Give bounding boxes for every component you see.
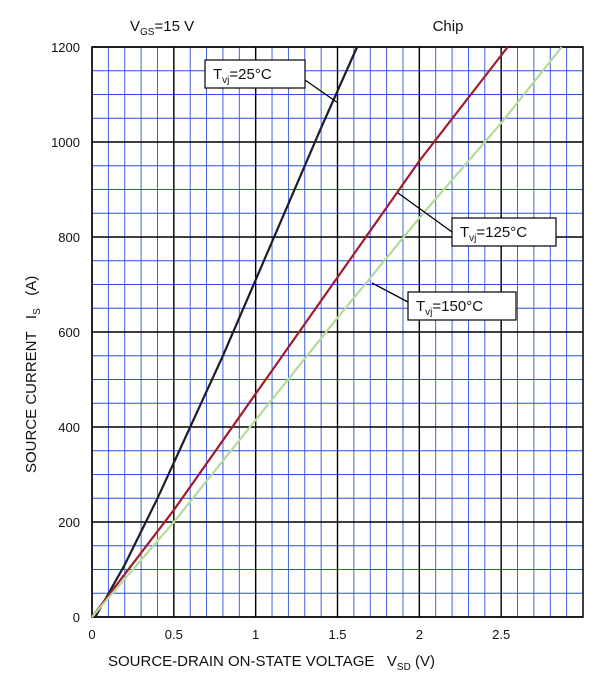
- y-axis-title-main: SOURCE CURRENT I: [23, 315, 40, 473]
- curve: [94, 46, 359, 618]
- series-label-main: T: [416, 298, 425, 315]
- curves: [91, 46, 563, 618]
- x-tick-label: 0: [88, 627, 95, 642]
- annotation-box: [204, 59, 306, 89]
- header-left-sub: GS: [140, 27, 155, 38]
- x-tick-label: 0.5: [165, 627, 183, 642]
- curve: [91, 46, 509, 618]
- series-label-main: T: [460, 224, 469, 241]
- series-label-rest: =125°C: [476, 224, 527, 241]
- x-tick-label: 1: [252, 627, 259, 642]
- series-label-sub: vj: [425, 307, 432, 318]
- x-tick-label: 2.5: [492, 627, 510, 642]
- series-label: Tvj=150°C: [416, 298, 483, 318]
- y-tick-label: 600: [58, 325, 80, 340]
- y-tick-label: 800: [58, 230, 80, 245]
- x-tick-label: 2: [416, 627, 423, 642]
- header-left-main: V: [130, 18, 140, 35]
- grid: [91, 46, 584, 618]
- x-tick-label: 1.5: [328, 627, 346, 642]
- series-label-main: T: [213, 66, 222, 83]
- y-tick-label: 1200: [51, 40, 80, 55]
- series-label-rest: =25°C: [229, 66, 271, 83]
- y-axis-title-rest: (A): [23, 276, 40, 309]
- x-axis-title-main: SOURCE-DRAIN ON-STATE VOLTAGE V: [108, 653, 397, 670]
- leader-line: [304, 79, 339, 104]
- y-tick-label: 1000: [51, 135, 80, 150]
- x-axis-title: SOURCE-DRAIN ON-STATE VOLTAGE VSD (V): [108, 653, 435, 673]
- header-left: VGS=15 V: [130, 18, 194, 38]
- y-tick-label: 200: [58, 515, 80, 530]
- leader-line: [371, 282, 409, 303]
- header-left-rest: =15 V: [154, 18, 194, 35]
- leader-line: [397, 192, 453, 233]
- plot-frame: [91, 46, 584, 618]
- y-tick-label: 0: [73, 610, 80, 625]
- series-label-sub: vj: [222, 75, 229, 86]
- series-label: Tvj=25°C: [213, 66, 272, 86]
- annotation-box: [451, 217, 557, 247]
- x-axis-title-sub: SD: [397, 662, 411, 673]
- series-label-sub: vj: [469, 233, 476, 244]
- series-label: Tvj=125°C: [460, 224, 527, 244]
- y-tick-label: 400: [58, 420, 80, 435]
- header-right: Chip: [433, 18, 464, 35]
- labels: 0 0.5 1 1.5 2 2.5020040060080010001200Tvj=25°…: [23, 18, 557, 673]
- series-label-rest: =150°C: [432, 298, 483, 315]
- annotation-box: [407, 291, 517, 321]
- x-axis-title-rest: (V): [411, 653, 435, 670]
- y-axis-title: SOURCE CURRENT IS (A): [23, 276, 43, 473]
- y-axis-title-sub: S: [32, 308, 43, 315]
- curve: [91, 46, 563, 618]
